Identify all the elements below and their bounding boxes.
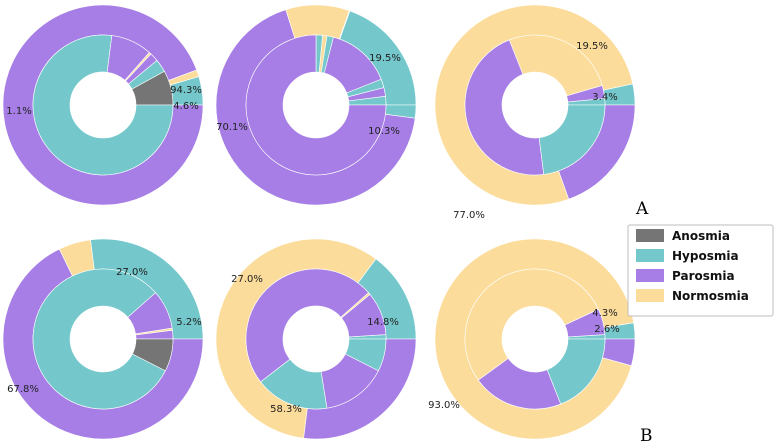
percentage-label: 70.1% xyxy=(216,122,248,133)
percentage-label: 77.0% xyxy=(453,210,485,221)
percentage-label: 19.5% xyxy=(369,53,401,64)
legend-swatch-normosmia xyxy=(636,289,664,302)
percentage-label: 2.6% xyxy=(594,324,619,335)
inner-ring-wedge-parosmia xyxy=(245,268,369,383)
donut-chart-b-3 xyxy=(434,238,636,440)
inner-ring-wedge-parosmia xyxy=(464,39,545,176)
donut-chart-b-1 xyxy=(2,238,204,440)
legend-label-normosmia: Normosmia xyxy=(672,289,749,303)
percentage-label: 3.4% xyxy=(592,92,617,103)
donut-chart-b-2 xyxy=(215,238,417,440)
inner-ring-wedge-hyposmia xyxy=(32,34,174,176)
percentage-label: 14.8% xyxy=(367,317,399,328)
panel-label-a: A xyxy=(635,199,649,219)
legend-box xyxy=(627,224,774,317)
panel-label-b: B xyxy=(640,426,653,444)
inner-ring-wedge-normosmia xyxy=(464,268,599,381)
legend: Anosmia Hyposmia Parosmia Normosmia xyxy=(627,224,774,317)
legend-swatch-hyposmia xyxy=(636,249,664,262)
percentage-label: 67.8% xyxy=(7,384,39,395)
percentage-label: 10.3% xyxy=(368,126,400,137)
legend-label-parosmia: Parosmia xyxy=(672,269,735,283)
donut-chart-a-1 xyxy=(2,4,204,206)
percentage-label: 5.2% xyxy=(176,317,201,328)
inner-ring-wedge-normosmia xyxy=(508,34,603,97)
percentage-label: 4.6% xyxy=(173,101,198,112)
percentage-label: 27.0% xyxy=(116,267,148,278)
legend-label-hyposmia: Hyposmia xyxy=(672,249,739,263)
percentage-label: 94.3% xyxy=(170,85,202,96)
legend-swatch-parosmia xyxy=(636,269,664,282)
percentage-label: 58.3% xyxy=(270,404,302,415)
inner-ring-wedge-parosmia xyxy=(245,34,387,176)
legend-label-anosmia: Anosmia xyxy=(672,229,730,243)
inner-ring-wedge-hyposmia xyxy=(344,338,387,372)
inner-ring-wedge-hyposmia xyxy=(538,104,606,175)
percentage-labels: 94.3% 4.6% 1.1% 19.5% 10.3% 70.1% 19.5% 3.4% 77.… xyxy=(6,41,619,415)
outer-ring-wedge-normosmia xyxy=(285,4,350,40)
inner-ring-wedge-hyposmia xyxy=(32,268,166,410)
inner-ring-wedge-hyposmia xyxy=(546,338,606,405)
donut-chart-a-2 xyxy=(215,4,417,206)
percentage-label: 4.3% xyxy=(592,308,617,319)
inner-ring-wedge-anosmia xyxy=(131,338,174,372)
legend-swatch-anosmia xyxy=(636,229,664,242)
donut-charts xyxy=(2,4,636,440)
percentage-label: 19.5% xyxy=(576,41,608,52)
donut-chart-a-3 xyxy=(434,4,636,206)
percentage-label: 27.0% xyxy=(231,274,263,285)
percentage-label: 1.1% xyxy=(6,106,31,117)
percentage-label: 93.0% xyxy=(428,400,460,411)
